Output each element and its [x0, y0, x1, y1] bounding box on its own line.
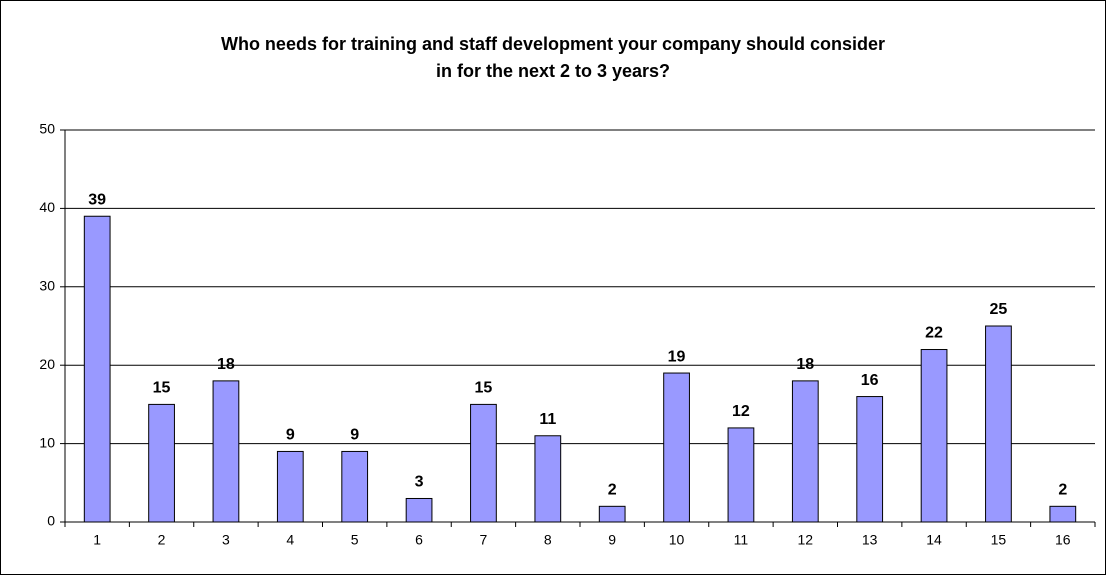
value-label: 15 [153, 380, 171, 397]
bar [791, 380, 819, 523]
value-label: 22 [925, 325, 943, 342]
x-tick-label: 13 [862, 532, 878, 548]
x-tick-label: 1 [93, 532, 101, 548]
value-label: 11 [539, 411, 556, 428]
x-tick-label: 8 [544, 532, 552, 548]
value-label: 15 [475, 380, 493, 397]
value-label: 18 [796, 356, 814, 373]
x-tick-label: 3 [222, 532, 230, 548]
value-label: 19 [668, 348, 686, 365]
x-tick-label: 16 [1055, 532, 1071, 548]
chart-title: in for the next 2 to 3 years? [436, 61, 670, 81]
y-tick-label: 20 [39, 356, 55, 372]
bar [341, 450, 369, 523]
bar [598, 505, 626, 523]
value-label: 3 [415, 474, 424, 491]
y-tick-label: 50 [39, 121, 55, 137]
bar [856, 396, 884, 523]
bar [1049, 505, 1077, 523]
x-tick-label: 7 [480, 532, 488, 548]
value-label: 16 [861, 372, 879, 389]
x-tick-label: 11 [734, 532, 749, 548]
x-tick-label: 2 [158, 532, 166, 548]
bar [985, 325, 1012, 523]
value-label: 2 [608, 482, 617, 499]
x-tick-label: 9 [608, 532, 616, 548]
bar [470, 403, 497, 523]
value-label: 18 [217, 356, 235, 373]
bar [920, 349, 948, 523]
value-label: 9 [350, 427, 359, 444]
bar [727, 427, 755, 523]
value-label: 2 [1058, 482, 1067, 499]
x-tick-label: 6 [415, 532, 423, 548]
x-tick-label: 5 [351, 532, 359, 548]
value-label: 9 [286, 427, 295, 444]
x-tick-label: 4 [286, 532, 294, 548]
bar [83, 215, 111, 523]
value-label: 25 [990, 301, 1008, 318]
y-tick-label: 30 [39, 278, 55, 294]
bar [405, 497, 433, 523]
bar [534, 435, 562, 523]
bar [148, 403, 175, 523]
bar [663, 372, 690, 523]
bar [276, 450, 304, 523]
chart-title: Who needs for training and staff develop… [221, 34, 885, 54]
x-tick-label: 12 [798, 532, 814, 548]
value-label: 12 [732, 403, 750, 420]
bar [212, 380, 240, 523]
y-tick-label: 0 [47, 513, 55, 529]
x-tick-label: 15 [991, 532, 1007, 548]
value-label: 39 [88, 191, 106, 208]
x-tick-label: 10 [669, 532, 685, 548]
x-tick-label: 14 [926, 532, 942, 548]
y-tick-label: 40 [39, 199, 55, 215]
y-tick-label: 10 [39, 434, 55, 450]
